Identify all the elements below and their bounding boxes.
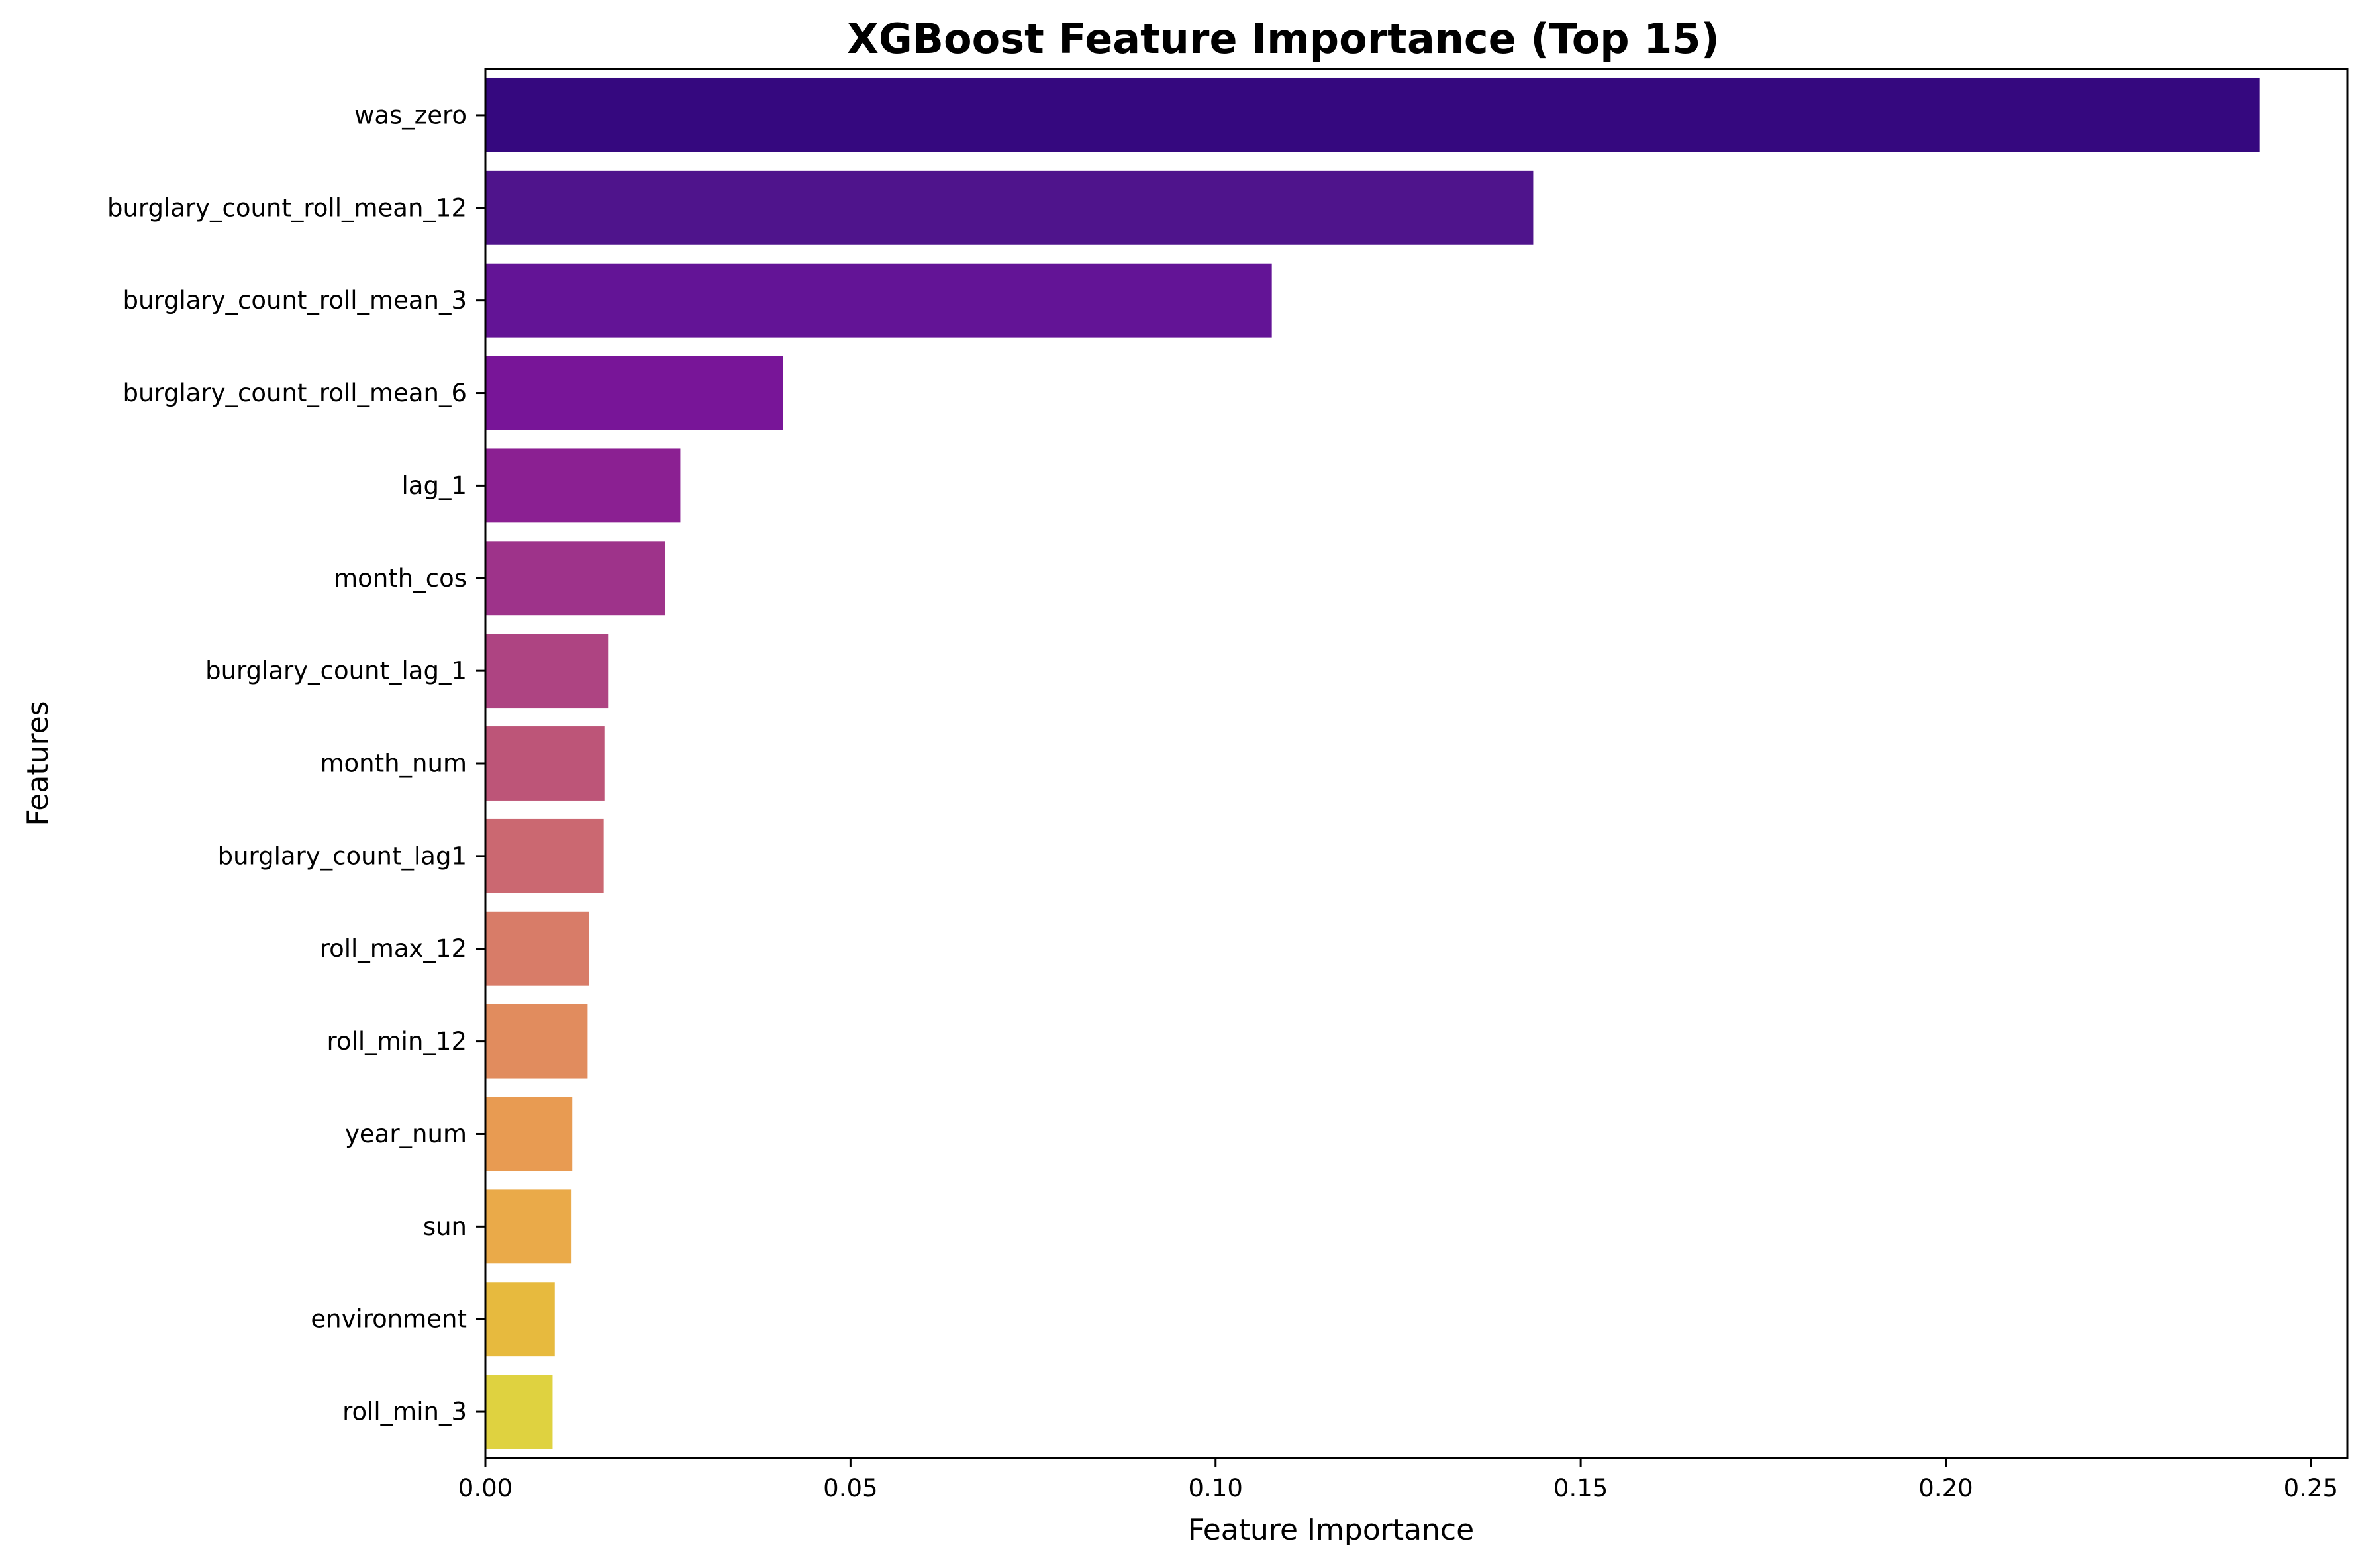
y-tick-label: was_zero bbox=[354, 101, 467, 129]
bar-month_cos bbox=[485, 541, 665, 616]
y-tick-label: burglary_count_lag1 bbox=[218, 842, 467, 870]
bar-sun bbox=[485, 1189, 572, 1264]
bar-lag_1 bbox=[485, 448, 681, 523]
y-axis-label: Features bbox=[21, 701, 55, 826]
y-tick-label: month_cos bbox=[334, 564, 467, 593]
x-tick-label: 0.20 bbox=[1918, 1474, 1973, 1502]
y-tick-label: sun bbox=[423, 1212, 467, 1241]
bar-roll_min_3 bbox=[485, 1375, 553, 1449]
x-tick-label: 0.10 bbox=[1189, 1474, 1243, 1502]
x-axis-ticks: 0.00 0.05 0.10 0.15 0.20 0.25 bbox=[458, 1458, 2338, 1502]
y-tick-label: environment bbox=[311, 1305, 467, 1334]
bar-burglary_count_roll_mean_12 bbox=[485, 170, 1534, 245]
y-tick-label: burglary_count_roll_mean_3 bbox=[123, 286, 467, 315]
plot-area-frame bbox=[484, 68, 2349, 1459]
x-tick-label: 0.25 bbox=[2284, 1474, 2338, 1502]
bar-environment bbox=[485, 1282, 555, 1357]
y-tick-label: month_num bbox=[320, 750, 467, 778]
y-tick-label: roll_max_12 bbox=[320, 934, 467, 963]
y-tick-label: burglary_count_roll_mean_12 bbox=[107, 193, 467, 222]
y-tick-label: year_num bbox=[345, 1120, 467, 1148]
bars-group bbox=[485, 77, 2260, 1449]
y-tick-label: lag_1 bbox=[402, 471, 467, 500]
bar-month_num bbox=[485, 726, 605, 801]
bar-roll_min_12 bbox=[485, 1004, 588, 1079]
bar-burglary_count_roll_mean_3 bbox=[485, 263, 1272, 338]
x-axis-label: Feature Importance bbox=[1188, 1513, 1474, 1547]
y-tick-label: roll_min_3 bbox=[342, 1398, 467, 1426]
bar-year_num bbox=[485, 1097, 573, 1171]
y-tick-label: roll_min_12 bbox=[327, 1027, 467, 1055]
bar-burglary_count_roll_mean_6 bbox=[485, 356, 783, 430]
y-tick-label: burglary_count_lag_1 bbox=[205, 657, 467, 685]
bar-was_zero bbox=[485, 77, 2260, 152]
y-tick-label: burglary_count_roll_mean_6 bbox=[123, 379, 467, 407]
x-tick-label: 0.15 bbox=[1553, 1474, 1608, 1502]
bar-burglary_count_lag1 bbox=[485, 818, 604, 893]
x-tick-label: 0.00 bbox=[458, 1474, 513, 1502]
chart-title: XGBoost Feature Importance (Top 15) bbox=[847, 15, 1720, 63]
bar-burglary_count_lag_1 bbox=[485, 634, 609, 709]
bar-roll_max_12 bbox=[485, 911, 589, 986]
x-tick-label: 0.05 bbox=[823, 1474, 877, 1502]
y-axis-ticks: was_zero burglary_count_roll_mean_12burgl… bbox=[107, 101, 485, 1426]
